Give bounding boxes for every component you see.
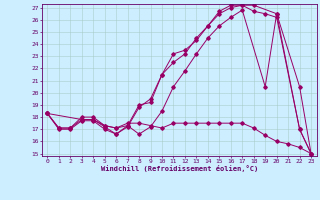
X-axis label: Windchill (Refroidissement éolien,°C): Windchill (Refroidissement éolien,°C) xyxy=(100,165,258,172)
